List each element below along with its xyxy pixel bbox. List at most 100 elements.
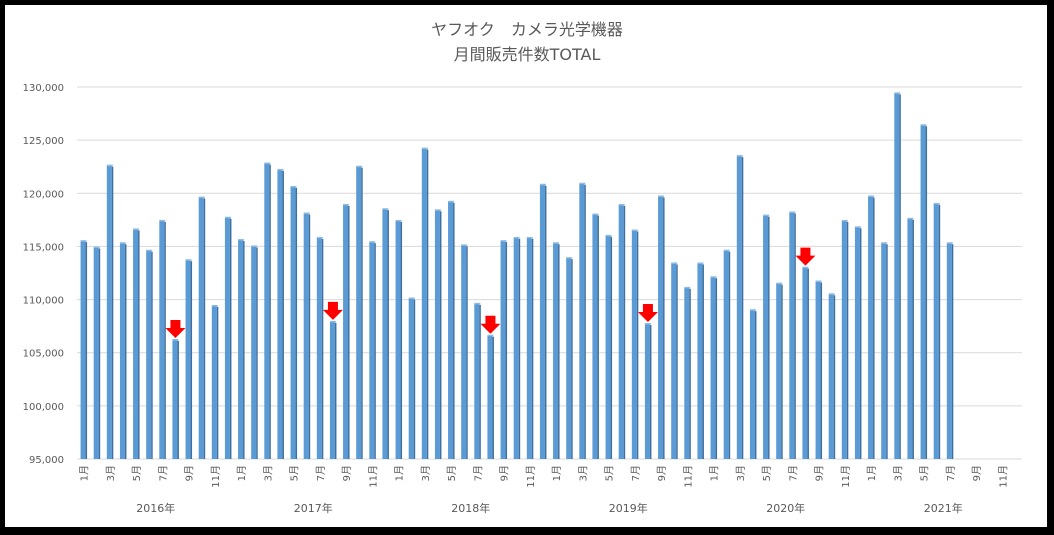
bar — [841, 220, 847, 459]
bar — [618, 204, 624, 459]
bar-side — [820, 282, 823, 459]
bar-side — [321, 238, 324, 459]
bar — [211, 305, 217, 459]
y-tick-label: 130,000 — [23, 83, 64, 94]
bar — [461, 245, 467, 459]
bar-side — [754, 311, 757, 459]
bar — [684, 287, 690, 459]
bar-side — [295, 187, 298, 459]
bar-top — [828, 293, 835, 295]
bar — [592, 214, 598, 459]
bar-side — [308, 214, 311, 459]
bar — [251, 246, 257, 459]
bar-top — [526, 236, 533, 239]
x-tick-label: 3月 — [262, 465, 274, 481]
bar-side — [951, 244, 954, 459]
y-tick-label: 95,000 — [29, 455, 64, 466]
bar-side — [689, 288, 691, 459]
bar-side — [531, 238, 534, 459]
y-tick-label: 115,000 — [23, 242, 64, 253]
bar-top — [448, 200, 455, 203]
bar-side — [190, 261, 193, 459]
bar-top — [474, 302, 481, 305]
bar — [487, 335, 493, 459]
x-tick-label: 3月 — [420, 465, 432, 481]
bar — [776, 283, 782, 459]
year-label: 2019年 — [609, 501, 648, 515]
bar — [329, 321, 335, 459]
bar-top — [513, 236, 520, 239]
x-tick-label: 7月 — [630, 465, 642, 481]
bar — [553, 243, 559, 459]
bar-top — [238, 239, 245, 241]
bar-top — [172, 338, 179, 341]
bar-side — [597, 215, 599, 459]
bar-side — [610, 236, 613, 459]
x-tick-label: 1月 — [709, 465, 721, 481]
bar — [133, 229, 139, 459]
bar — [710, 277, 716, 459]
bar-side — [466, 246, 468, 459]
x-tick-label: 1月 — [551, 465, 563, 481]
down-arrow-icon — [637, 304, 658, 323]
bar-side — [833, 295, 836, 459]
bar-top — [763, 214, 770, 217]
x-tick-label: 11月 — [367, 465, 379, 488]
bar — [421, 148, 427, 459]
bar-side — [663, 197, 665, 459]
x-tick-label: 11月 — [997, 465, 1009, 488]
bar-side — [453, 202, 455, 459]
bar-top — [500, 240, 507, 242]
bar — [500, 241, 506, 459]
bar — [789, 212, 795, 459]
bar-top — [933, 202, 940, 205]
bar-side — [85, 242, 88, 459]
bar-side — [518, 238, 521, 459]
bar-top — [159, 219, 166, 222]
bar — [697, 263, 703, 459]
x-tick-label: 9月 — [184, 465, 196, 481]
y-tick-label: 120,000 — [23, 189, 64, 200]
x-tick-label: 11月 — [210, 465, 222, 488]
bar — [224, 217, 230, 459]
bar — [185, 260, 191, 459]
bar — [316, 237, 322, 459]
bar-top — [343, 203, 350, 206]
bar-top — [539, 183, 546, 186]
bar — [854, 227, 860, 459]
bar-side — [846, 221, 849, 459]
bar-top — [553, 242, 560, 244]
bar-top — [854, 226, 861, 228]
bar-side — [413, 299, 416, 459]
bar — [671, 263, 677, 459]
x-tick-label: 5月 — [919, 465, 931, 481]
bar — [566, 258, 572, 459]
bar-side — [794, 213, 796, 459]
bar — [723, 250, 729, 459]
x-tick-label: 1月 — [79, 465, 91, 481]
bar — [933, 203, 939, 459]
bar-side — [387, 210, 389, 459]
bar-side — [873, 197, 875, 459]
bar-side — [912, 219, 914, 459]
bar — [448, 201, 454, 459]
bar — [93, 247, 99, 459]
bar — [579, 183, 585, 459]
bar-top — [434, 209, 441, 211]
chart-title-line1: ヤフオク カメラ光学機器 — [431, 20, 623, 39]
bar-top — [382, 208, 389, 210]
bar-top — [80, 240, 87, 242]
bar-side — [781, 284, 783, 459]
year-label: 2021年 — [924, 501, 963, 515]
x-tick-label: 5月 — [761, 465, 773, 481]
bar-top — [723, 249, 730, 252]
bar-top — [93, 246, 100, 248]
bar-side — [544, 185, 547, 460]
bar — [80, 241, 86, 459]
bar-top — [881, 242, 888, 244]
y-tick-label: 125,000 — [23, 136, 64, 147]
bar-side — [925, 126, 928, 460]
bar — [513, 237, 519, 459]
bar-side — [111, 166, 114, 459]
bar-side — [702, 264, 704, 459]
